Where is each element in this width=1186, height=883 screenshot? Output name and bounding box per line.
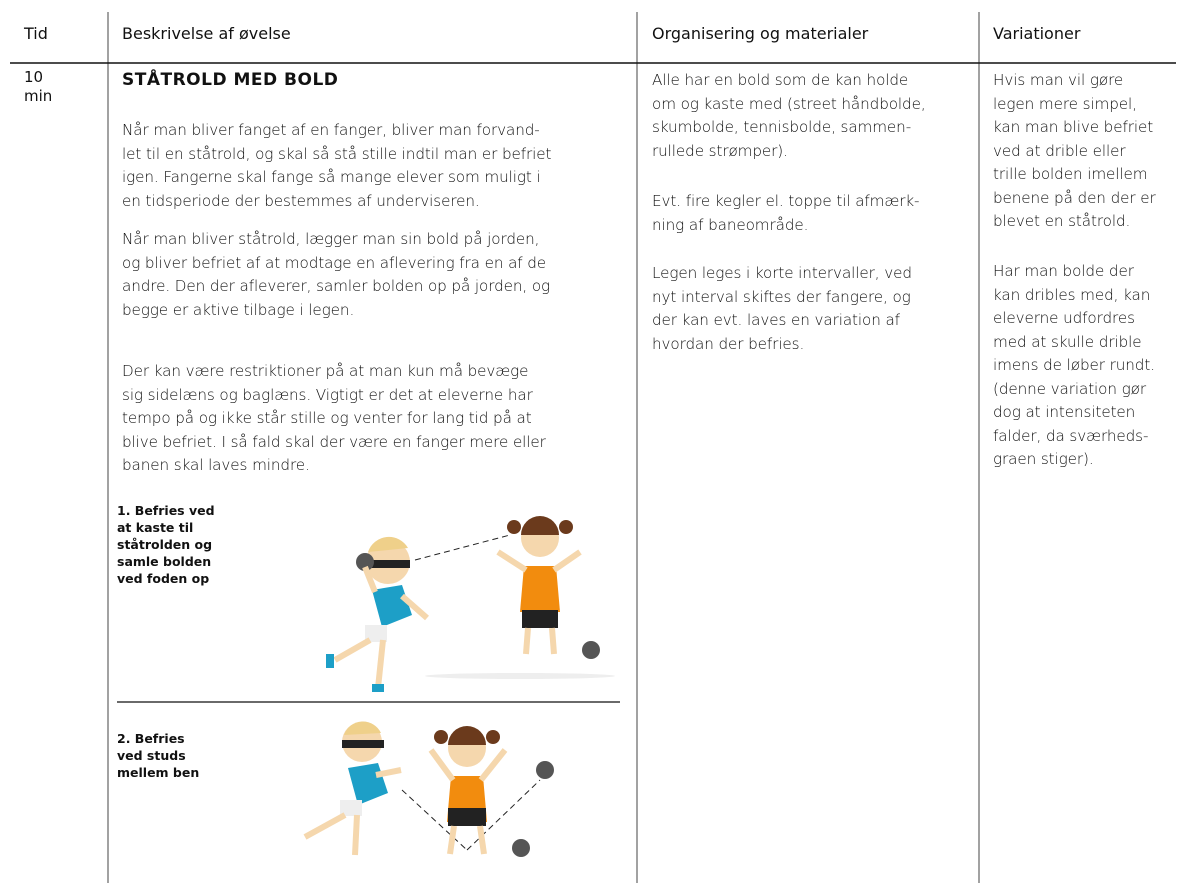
variation-line: eleverne udfordres: [993, 309, 1135, 327]
description-line: Når man bliver ståtrold, lægger man sin …: [122, 230, 540, 248]
description-line: let til en ståtrold, og skal så stå stil…: [122, 144, 552, 163]
description-line: andre. Den der afleverer, samler bolden …: [122, 277, 551, 295]
time-text: min: [24, 87, 53, 105]
column-header: Variationer: [993, 24, 1081, 43]
organisation-line: Legen leges i korte intervaller, ved: [652, 264, 912, 282]
organisation-line: om og kaste med (street håndbolde,: [652, 94, 926, 113]
variation-line: Har man bolde der: [993, 262, 1134, 280]
column-header: Beskrivelse af øvelse: [122, 24, 291, 43]
organisation-line: hvordan der befries.: [652, 334, 805, 353]
illustration-caption: ståtrolden og: [117, 537, 213, 552]
organisation-line: nyt interval skiftes der fangere, og: [652, 287, 911, 306]
illustration-caption: samle bolden: [117, 554, 212, 569]
illustration-bounce: [303, 721, 554, 857]
illustration-caption: ved studs: [117, 748, 186, 763]
description-line: en tidsperiode der bestemmes af undervis…: [122, 191, 480, 210]
variation-line: falder, da sværheds-: [993, 426, 1149, 445]
exercise-title: STÅTROLD MED BOLD: [122, 70, 339, 90]
organisation-line: rullede strømper).: [652, 141, 788, 160]
variation-line: kan man blive befriet: [993, 118, 1154, 136]
description-line: blive befriet. I så fald skal der være e…: [122, 432, 546, 451]
variation-line: Hvis man vil gøre: [993, 71, 1124, 89]
variation-line: legen mere simpel,: [993, 94, 1137, 113]
time-text: 10: [24, 68, 44, 86]
illustration-caption: mellem ben: [117, 765, 200, 780]
variation-line: blevet en ståtrold.: [993, 212, 1131, 230]
variation-line: graen stiger).: [993, 450, 1094, 468]
variation-line: trille bolden imellem: [993, 165, 1148, 183]
illustration-caption: 1. Befries ved: [117, 503, 215, 518]
organisation-line: ning af baneområde.: [652, 215, 809, 234]
illustration-caption: 2. Befries: [117, 731, 185, 746]
description-line: sig sidelæns og baglæns. Vigtigt er det …: [122, 385, 533, 404]
illustration-throw: [326, 516, 615, 692]
description-line: Når man bliver fanget af en fanger, bliv…: [122, 121, 540, 139]
variation-line: (denne variation gør: [993, 379, 1146, 398]
description-line: og bliver befriet af at modtage en aflev…: [122, 253, 547, 272]
illustration-caption: at kaste til: [117, 520, 194, 535]
variation-line: med at skulle drible: [993, 332, 1142, 351]
description-line: begge er aktive tilbage i legen.: [122, 300, 355, 319]
variation-line: kan dribles med, kan: [993, 285, 1151, 304]
description-line: banen skal laves mindre.: [122, 456, 310, 474]
organisation-line: Alle har en bold som de kan holde: [652, 71, 909, 89]
illustration-caption: ved foden op: [117, 571, 210, 586]
organisation-line: skumbolde, tennisbolde, sammen-: [652, 118, 912, 136]
variation-line: ved at drible eller: [993, 141, 1126, 160]
variation-line: imens de løber rundt.: [993, 356, 1155, 374]
description-line: tempo på og ikke står stille og venter f…: [122, 409, 532, 427]
variation-line: dog at intensiteten: [993, 403, 1136, 421]
variation-line: benene på den der er: [993, 188, 1156, 207]
description-line: Der kan være restriktioner på at man kun…: [122, 362, 529, 380]
column-header: Tid: [24, 24, 48, 43]
column-header: Organisering og materialer: [652, 24, 869, 43]
organisation-line: der kan evt. laves en variation af: [652, 311, 900, 329]
description-line: igen. Fangerne skal fange så mange eleve…: [122, 168, 541, 186]
organisation-line: Evt. fire kegler el. toppe til afmærk-: [652, 192, 920, 210]
